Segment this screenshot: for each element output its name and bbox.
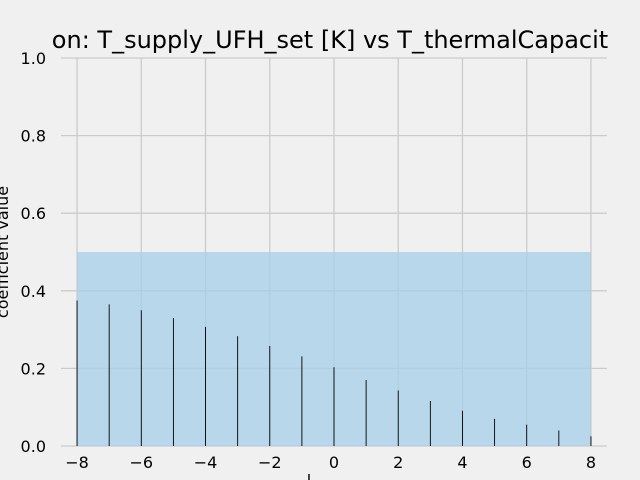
x-axis-label: l (307, 471, 311, 480)
x-tick-label: −6 (129, 453, 153, 472)
x-tick-label: −4 (194, 453, 218, 472)
y-tick-label: 0.0 (21, 437, 46, 456)
x-tick-label: −8 (65, 453, 89, 472)
x-tick-label: −2 (258, 453, 282, 472)
bars (76, 300, 592, 446)
y-tick-label: 0.2 (21, 359, 46, 378)
chart-title: on: T_supply_UFH_set [K] vs T_thermalCap… (52, 26, 608, 54)
x-tick-label: 8 (586, 453, 596, 472)
y-tick-label: 0.4 (21, 282, 46, 301)
y-axis-label: coefficient value (0, 186, 12, 318)
y-tick-label: 0.8 (21, 127, 46, 146)
x-tick-label: 0 (329, 453, 339, 472)
x-tick-labels: −8 −6 −4 −2 0 2 4 6 8 (65, 453, 596, 472)
x-tick-label: 6 (522, 453, 532, 472)
y-tick-label: 0.6 (21, 204, 46, 223)
x-tick-label: 2 (393, 453, 403, 472)
x-tick-label: 4 (457, 453, 467, 472)
y-tick-labels: 0.0 0.2 0.4 0.6 0.8 1.0 (21, 49, 46, 456)
y-tick-label: 1.0 (21, 49, 46, 68)
